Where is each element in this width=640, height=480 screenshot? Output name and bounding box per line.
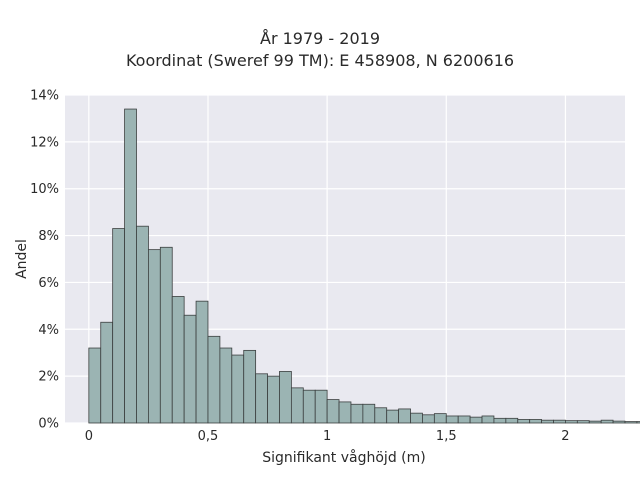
histogram-bar	[326, 399, 340, 424]
histogram-bar	[445, 415, 459, 424]
y-tick-label: 10%	[30, 182, 59, 197]
histogram-bar	[576, 420, 590, 424]
histogram-bar	[374, 407, 388, 424]
y-tick-label: 8%	[38, 229, 59, 244]
histogram-bar	[588, 420, 602, 424]
histogram-bar	[148, 249, 161, 424]
histogram-bar	[469, 416, 483, 424]
histogram-bar	[624, 421, 638, 424]
histogram-bar	[207, 335, 221, 424]
y-tick-label: 14%	[30, 89, 59, 104]
y-tick-labels: 0% 2% 4% 6% 8% 10% 12% 14%	[30, 89, 59, 432]
histogram-bar	[100, 321, 114, 424]
histogram-bar	[183, 314, 197, 424]
x-tick-label: 1,5	[436, 429, 457, 444]
histogram-bar	[600, 419, 614, 424]
histogram-bar	[136, 225, 149, 424]
histogram-bar	[410, 412, 423, 424]
histogram-bar	[505, 417, 519, 424]
y-tick-label: 2%	[38, 370, 59, 385]
histogram-bar	[386, 409, 400, 424]
histogram-bar	[195, 300, 209, 424]
x-tick-label: 2	[561, 429, 569, 444]
y-tick-label: 0%	[38, 417, 59, 432]
chart-title: År 1979 - 2019	[260, 29, 380, 48]
histogram-bar	[517, 419, 531, 424]
histogram-bar	[529, 419, 542, 424]
histogram-bar	[88, 347, 102, 424]
histogram-bar	[612, 420, 626, 424]
x-tick-label: 0,5	[198, 429, 219, 444]
histogram-bar	[493, 417, 507, 424]
histogram-bar	[219, 347, 233, 424]
histogram-bar	[457, 415, 471, 424]
y-tick-label: 6%	[38, 276, 59, 291]
histogram-bar	[636, 421, 640, 424]
chart-subtitle: Koordinat (Sweref 99 TM): E 458908, N 62…	[125, 51, 515, 70]
histogram-bar	[279, 371, 292, 424]
histogram-bar	[171, 296, 185, 424]
histogram-bar	[350, 403, 364, 424]
histogram-bar	[338, 401, 352, 424]
x-tick-label: 1	[323, 429, 331, 444]
y-tick-label: 4%	[38, 323, 59, 338]
histogram-bar	[255, 373, 268, 424]
gridlines	[65, 94, 625, 424]
x-tick-label: 0	[85, 429, 93, 444]
x-axis-label: Signifikant våghöjd (m)	[262, 449, 425, 466]
histogram-bar	[565, 420, 578, 424]
histogram-bar	[290, 387, 304, 424]
histogram-bar	[159, 246, 173, 424]
histogram-bar	[314, 389, 328, 424]
y-axis-label: Andel	[14, 239, 30, 279]
histogram-bar	[124, 108, 137, 424]
histogram-bar	[398, 408, 411, 424]
x-tick-labels: 0 0,5 1 1,5 2	[85, 429, 570, 444]
histogram-bar	[541, 419, 554, 424]
histogram-bar	[112, 228, 125, 424]
y-tick-label: 12%	[30, 135, 59, 150]
histogram-bar	[267, 375, 280, 424]
histogram-bar	[362, 403, 376, 424]
histogram-bar	[422, 414, 435, 424]
histogram-bar	[481, 415, 495, 424]
histogram-bar	[231, 354, 245, 424]
bars	[88, 108, 640, 424]
histogram-bar	[553, 419, 566, 424]
histogram-bar	[243, 349, 257, 424]
histogram-bar	[433, 413, 447, 424]
histogram-bar	[302, 389, 316, 424]
